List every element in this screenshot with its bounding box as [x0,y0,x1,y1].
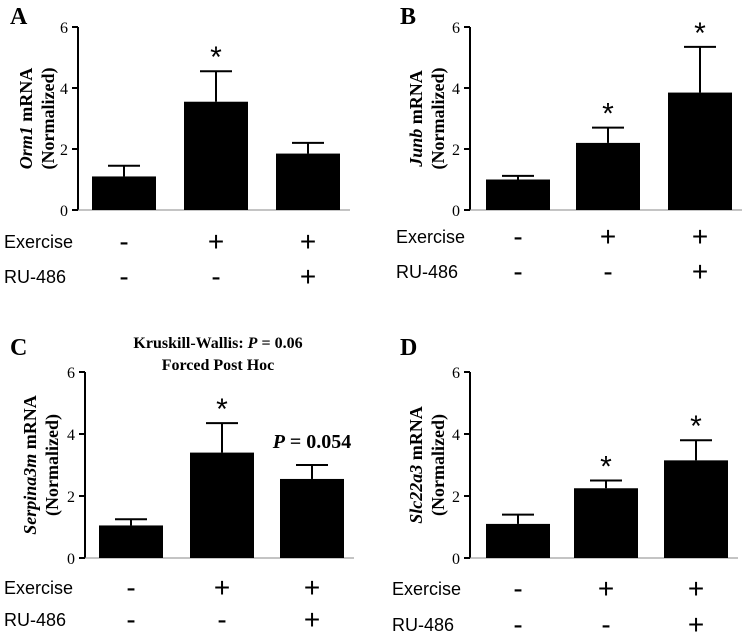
gene-name: Serpina3m [20,454,40,535]
mrna-label: mRNA [406,406,426,465]
significance-star: * [210,41,222,74]
mrna-label: mRNA [20,395,40,454]
ru486-sign: - [211,261,220,292]
y-axis-label-normalized: (Normalized) [42,414,63,516]
bar [92,176,156,210]
exercise-sign: + [600,221,616,252]
ru486-sign: - [513,256,522,287]
y-tick-label: 0 [452,203,460,220]
y-tick-label: 6 [452,365,460,382]
ru486-sign: + [304,604,320,632]
panel-letter: C [10,335,27,361]
exercise-sign: - [126,572,135,603]
y-axis-label: Serpina3m mRNA [20,395,40,535]
p-symbol: P [272,431,286,453]
p-value: = 0.054 [285,431,351,453]
panel-letter: B [400,4,416,30]
ru486-sign: + [688,609,704,632]
significance-star: * [602,98,614,131]
ru486-label: RU-486 [392,615,454,632]
significance-star: * [690,410,702,443]
p-symbol: P [247,335,258,352]
exercise-label: Exercise [392,579,461,599]
bar [664,460,728,558]
exercise-sign: + [304,572,320,603]
stat-test-name: Kruskill-Wallis: [133,335,247,352]
panel-b: B 0 2 4 6 Junb mRNA (Normalized) * * Exercise RU-4… [396,4,742,287]
y-axis-label: Slc22a3 mRNA [406,406,426,524]
p-annotation: P = 0.054 [272,431,352,453]
y-tick-label: 4 [67,427,75,444]
exercise-label: Exercise [396,227,465,247]
exercise-sign: + [214,572,230,603]
y-tick-label: 6 [60,20,68,37]
bar [190,452,254,558]
exercise-sign: + [208,226,224,257]
exercise-label: Exercise [4,578,73,598]
gene-name: Orm1 [16,126,36,169]
bar [574,488,638,558]
ru486-label: RU-486 [396,262,458,282]
ru486-sign: - [217,604,226,632]
panel-letter: D [400,335,417,361]
gene-name: Slc22a3 [406,465,426,524]
exercise-sign: + [692,221,708,252]
y-tick-label: 6 [67,365,75,382]
significance-star: * [216,393,228,426]
y-axis-label-normalized: (Normalized) [38,68,59,170]
y-axis-label-normalized: (Normalized) [428,68,449,170]
exercise-sign: + [688,573,704,604]
mrna-label: mRNA [406,70,426,129]
bar [184,101,248,210]
bar [99,525,163,558]
exercise-sign: + [598,573,614,604]
ru486-sign: - [119,261,128,292]
panel-a: A 0 2 4 6 Orm1 mRNA (Normalized) * Exercise RU-48… [4,4,350,292]
p-value: = 0.06 [257,335,302,352]
y-tick-label: 4 [452,427,460,444]
panel-d: D 0 2 4 6 Slc22a3 mRNA (Normalized) * * Exercise R… [392,335,738,632]
significance-star: * [600,451,612,484]
panel-c: C 0 2 4 6 Serpina3m mRNA (Normalized) * Exercise… [4,335,354,632]
ru486-sign: + [300,261,316,292]
y-tick-label: 4 [452,81,460,98]
ru486-sign: - [126,604,135,632]
y-tick-label: 0 [60,203,68,220]
bar [280,478,344,558]
bar [576,142,640,210]
panel-letter: A [10,4,28,30]
exercise-sign: - [513,573,522,604]
y-tick-label: 6 [452,20,460,37]
y-axis-label-normalized: (Normalized) [428,414,449,516]
exercise-sign: - [119,226,128,257]
y-tick-label: 2 [452,142,460,159]
bar [276,153,340,210]
stat-note-line2: Forced Post Hoc [162,357,275,374]
bar [668,92,732,210]
ru486-sign: - [601,609,610,632]
stat-note-line1: Kruskill-Wallis: P = 0.06 [133,335,302,352]
y-tick-label: 4 [60,81,68,98]
gene-name: Junb [406,129,426,168]
y-tick-label: 0 [452,551,460,568]
exercise-sign: + [300,226,316,257]
exercise-label: Exercise [4,232,73,252]
y-tick-label: 2 [60,142,68,159]
y-axis-label: Junb mRNA [406,70,426,168]
ru486-label: RU-486 [4,267,66,287]
bar [486,179,550,210]
ru486-sign: - [603,256,612,287]
bar [486,523,550,558]
ru486-sign: - [513,609,522,632]
exercise-sign: - [513,221,522,252]
y-tick-label: 2 [67,489,75,506]
y-axis-label: Orm1 mRNA [16,68,36,170]
ru486-label: RU-486 [4,610,66,630]
y-tick-label: 0 [67,551,75,568]
mrna-label: mRNA [16,68,36,127]
y-tick-label: 2 [452,489,460,506]
significance-star: * [694,17,706,50]
ru486-sign: + [692,256,708,287]
